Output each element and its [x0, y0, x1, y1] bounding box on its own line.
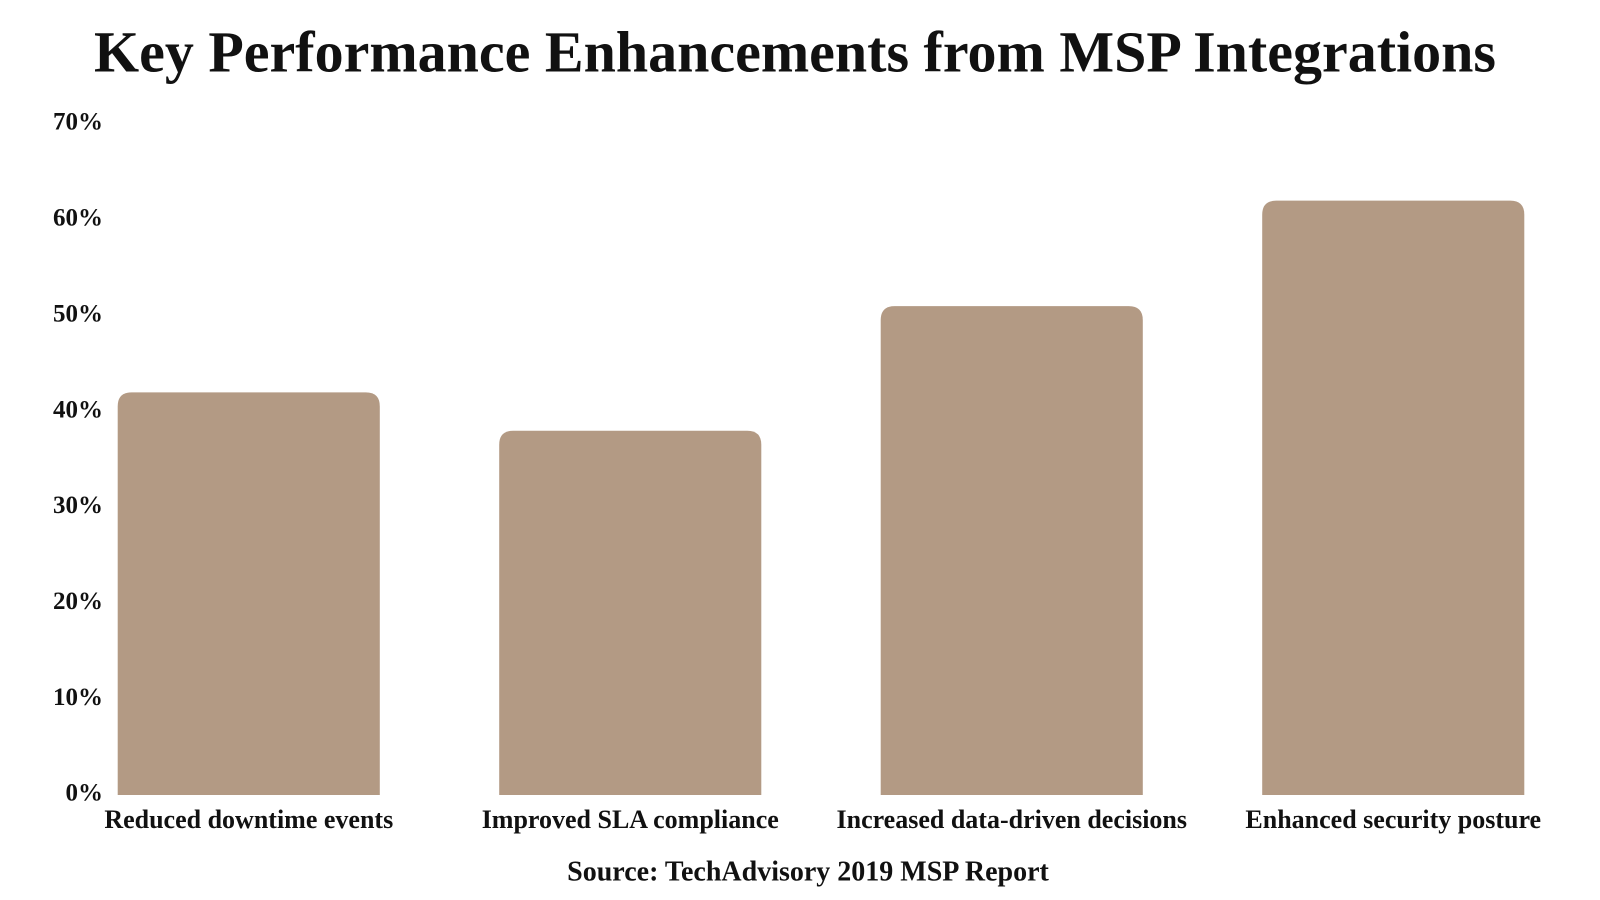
bar [117, 392, 380, 795]
bar [499, 430, 762, 795]
y-tick-label: 40% [53, 396, 103, 423]
y-tick-label: 30% [53, 492, 103, 519]
y-tick-label: 0% [66, 780, 104, 807]
y-tick-label: 70% [53, 109, 103, 136]
x-tick-label: Reduced downtime events [104, 805, 393, 834]
y-tick-label: 50% [53, 300, 103, 327]
x-tick-label: Improved SLA compliance [482, 805, 779, 834]
x-tick-label: Increased data-driven decisions [836, 805, 1187, 834]
y-tick-label: 10% [53, 684, 103, 711]
bar [1262, 200, 1525, 795]
x-tick-label: Enhanced security posture [1245, 805, 1541, 834]
y-tick-label: 60% [53, 205, 103, 232]
bar [880, 306, 1143, 795]
source: Source: TechAdvisory 2019 MSP Report [567, 856, 1049, 887]
y-tick-label: 20% [53, 588, 103, 615]
chart-title: Key Performance Enhancements from MSP In… [94, 19, 1496, 84]
